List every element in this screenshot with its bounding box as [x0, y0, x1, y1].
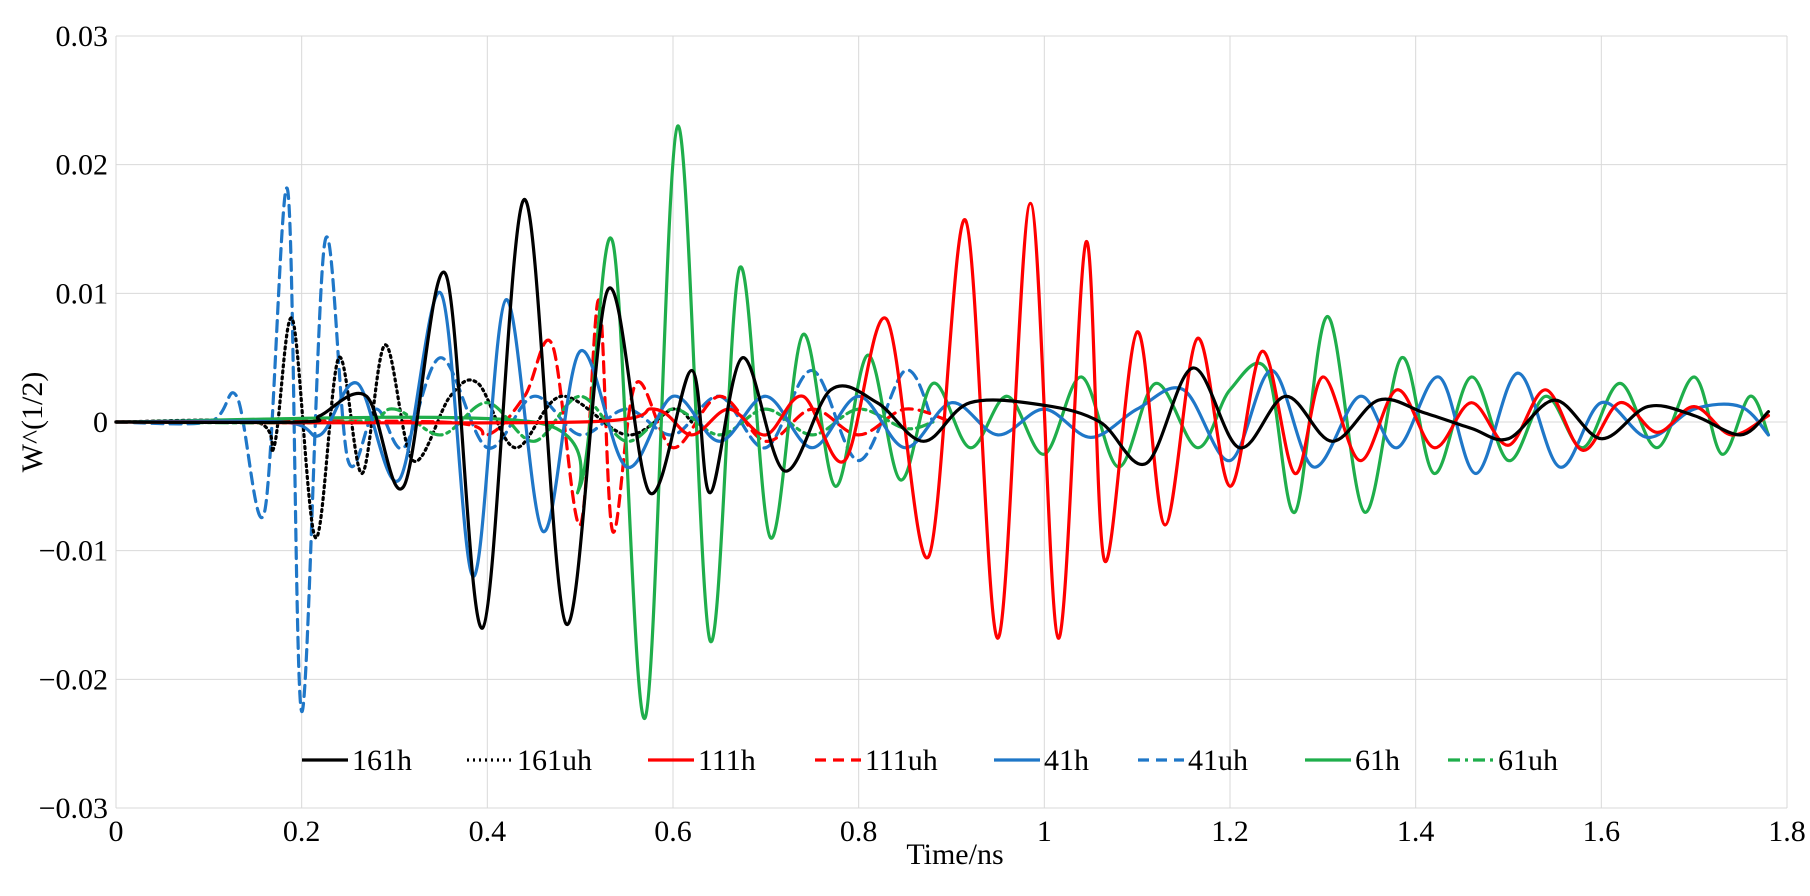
legend-label-61uh: 61uh [1498, 744, 1558, 777]
series-line-111h [114, 201, 1770, 640]
y-axis-title: W^(1/2) [16, 372, 49, 473]
y-tick-label: −0.02 [39, 663, 108, 696]
legend-label-41h: 41h [1044, 744, 1089, 777]
series-line-41uh [114, 186, 935, 714]
y-tick-label: 0.03 [56, 20, 109, 53]
series-layer [114, 124, 1770, 720]
x-tick-label: 0.2 [283, 815, 321, 848]
x-tick-label: 1.8 [1768, 815, 1806, 848]
x-tick-label: 0.6 [654, 815, 692, 848]
x-tick-label: 1.6 [1583, 815, 1621, 848]
x-tick-label: 1 [1037, 815, 1052, 848]
y-tick-label: 0.02 [56, 149, 109, 182]
x-tick-label: 0.4 [469, 815, 507, 848]
legend-label-111uh: 111uh [865, 744, 938, 777]
y-axis-ticks: 0.03 0.02 0.01 0 −0.01 −0.02 −0.03 [39, 20, 108, 825]
y-tick-label: 0 [93, 406, 108, 439]
legend-label-161uh: 161uh [517, 744, 592, 777]
x-tick-label: 1.2 [1211, 815, 1249, 848]
x-axis-ticks: 0 0.2 0.4 0.6 0.8 1 1.2 1.4 1.6 1.8 [109, 815, 1806, 848]
y-tick-label: 0.01 [56, 277, 109, 310]
series-line-41h [114, 290, 1770, 579]
legend-label-41uh: 41uh [1188, 744, 1248, 777]
legend-label-61h: 61h [1355, 744, 1400, 777]
series-line-61uh [114, 394, 935, 443]
y-tick-label: −0.01 [39, 535, 108, 568]
series-line-61h [114, 124, 1770, 720]
x-tick-label: 0 [109, 815, 124, 848]
x-axis-title: Time/ns [906, 838, 1003, 871]
series-line-161h [114, 197, 1770, 630]
legend-label-111h: 111h [698, 744, 756, 777]
x-tick-label: 0.8 [840, 815, 878, 848]
x-tick-label: 1.4 [1397, 815, 1435, 848]
legend: 161h 161uh 111h 111uh 41h 41uh 61h 61uh [302, 744, 1558, 777]
y-tick-label: −0.03 [39, 792, 108, 825]
series-line-161uh [114, 316, 694, 540]
legend-label-161h: 161h [352, 744, 412, 777]
